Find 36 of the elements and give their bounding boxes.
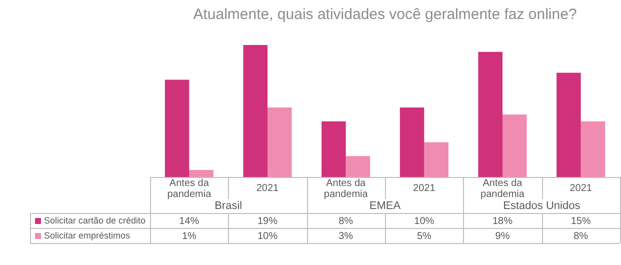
x-tick-label: 2021: [413, 182, 436, 194]
bar: [346, 156, 370, 177]
bar: [424, 142, 448, 177]
data-label: 10%: [414, 216, 434, 227]
chart-title: Atualmente, quais atividades você geralmente faz online?: [193, 6, 577, 24]
x-tick-label: Antes da pandemia: [167, 178, 212, 200]
x-tick-label: 2021: [570, 182, 592, 194]
data-label: 8%: [574, 230, 588, 242]
data-label: 1%: [182, 230, 196, 242]
x-tick-label: Antes da pandemia: [480, 178, 525, 200]
bar: [322, 121, 346, 177]
bar: [556, 72, 581, 177]
data-label: 3%: [338, 230, 354, 242]
data-label: 18%: [492, 216, 513, 227]
legend-label: Solicitar empréstimos: [44, 230, 131, 240]
data-label: 9%: [495, 230, 510, 242]
bar: [189, 170, 214, 177]
text: Brasil: [214, 200, 242, 212]
bar: [164, 80, 190, 177]
data-label: 15%: [570, 216, 591, 227]
text: Estados Unidos: [503, 200, 581, 212]
bar: [400, 108, 424, 177]
data-label: 14%: [179, 216, 200, 227]
bar: [502, 114, 527, 177]
bar: [243, 44, 268, 177]
data-label: 5%: [416, 230, 432, 242]
data-label: 10%: [257, 230, 278, 242]
data-label: 19%: [257, 216, 278, 227]
x-tick-label: Antes da pandemia: [324, 178, 368, 200]
bar: [580, 121, 606, 177]
bar: [268, 108, 292, 177]
data-label: 8%: [338, 216, 354, 227]
text: EMEA: [369, 200, 402, 212]
legend-label: Solicitar cartão de crédito: [44, 215, 146, 226]
bar: [478, 52, 502, 177]
x-tick-label: 2021: [256, 182, 280, 194]
